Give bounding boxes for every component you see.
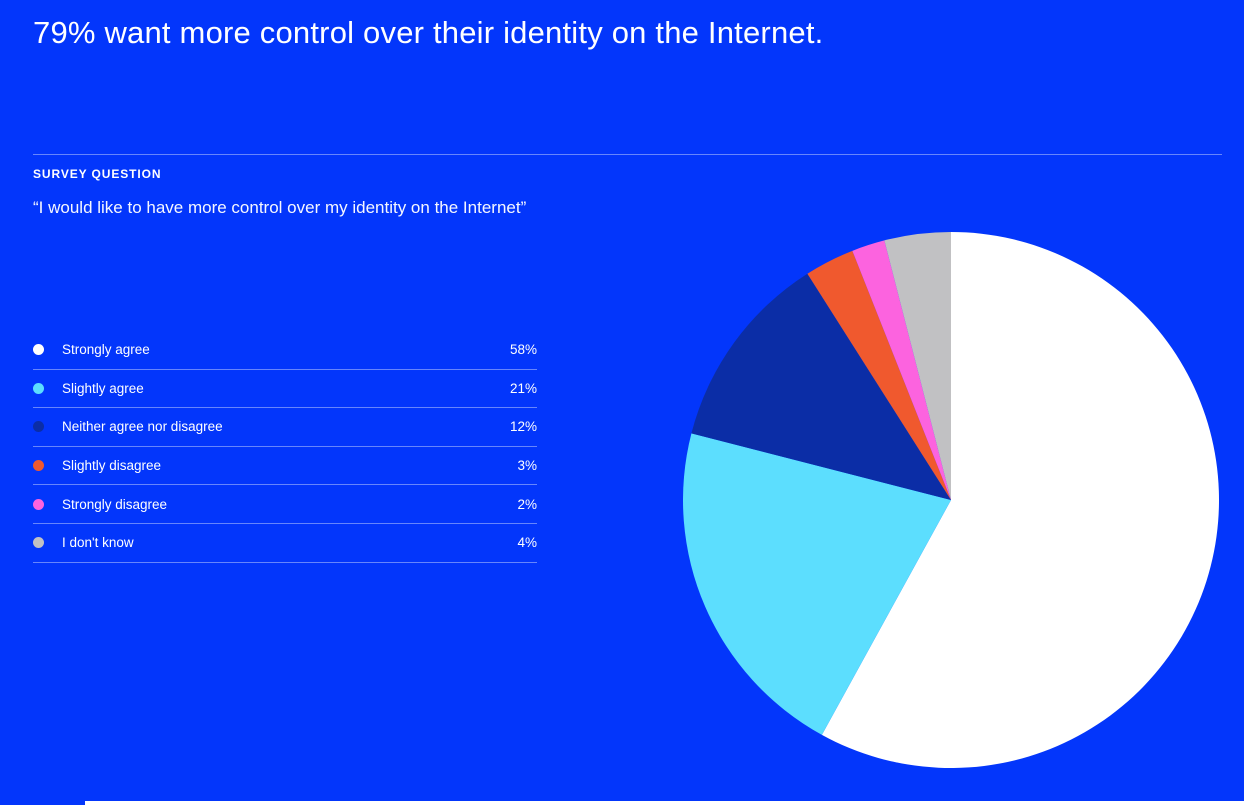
- legend-label: Neither agree nor disagree: [62, 419, 223, 435]
- legend-label: Slightly agree: [62, 380, 144, 396]
- legend-row: Strongly agree 58%: [33, 331, 537, 370]
- pie-slice-strongly-disagree: [852, 240, 951, 501]
- pie-slice-i-don-t-know: [884, 232, 951, 500]
- pie-slice-slightly-disagree: [807, 250, 951, 500]
- survey-question-text: “I would like to have more control over …: [33, 198, 527, 217]
- legend-value: 12%: [509, 419, 537, 435]
- legend-row: Strongly disagree 2%: [33, 485, 537, 524]
- pie-chart: [683, 232, 1219, 768]
- legend-label: Slightly disagree: [62, 458, 162, 474]
- legend-color-dot-icon: [33, 460, 44, 472]
- legend-label: Strongly agree: [62, 342, 150, 358]
- header-divider: [33, 154, 1222, 155]
- pie-slice-slightly-agree: [683, 433, 951, 735]
- next-section-edge: [85, 801, 1244, 805]
- legend-color-dot-icon: [33, 344, 44, 356]
- pie-slice-neither-agree-nor-disagree: [691, 273, 951, 500]
- page-title: 79% want more control over their identit…: [33, 15, 824, 50]
- legend-color-dot-icon: [33, 421, 44, 433]
- legend-color-dot-icon: [33, 382, 44, 394]
- legend-row: I don't know 4%: [33, 524, 537, 563]
- legend-row: Slightly agree 21%: [33, 370, 537, 409]
- legend-row: Neither agree nor disagree 12%: [33, 408, 537, 447]
- legend-value: 3%: [517, 458, 537, 474]
- legend-value: 4%: [517, 535, 537, 551]
- legend-value: 58%: [509, 342, 537, 358]
- legend-color-dot-icon: [33, 498, 44, 510]
- legend-label: I don't know: [62, 535, 134, 551]
- legend-value: 2%: [517, 496, 537, 512]
- pie-slice-strongly-agree: [821, 232, 1219, 768]
- legend: Strongly agree 58% Slightly agree 21% Ne…: [33, 331, 537, 563]
- legend-color-dot-icon: [33, 537, 44, 549]
- legend-row: Slightly disagree 3%: [33, 447, 537, 486]
- survey-question-label: SURVEY QUESTION: [33, 167, 162, 181]
- legend-value: 21%: [509, 380, 537, 396]
- legend-label: Strongly disagree: [62, 496, 168, 512]
